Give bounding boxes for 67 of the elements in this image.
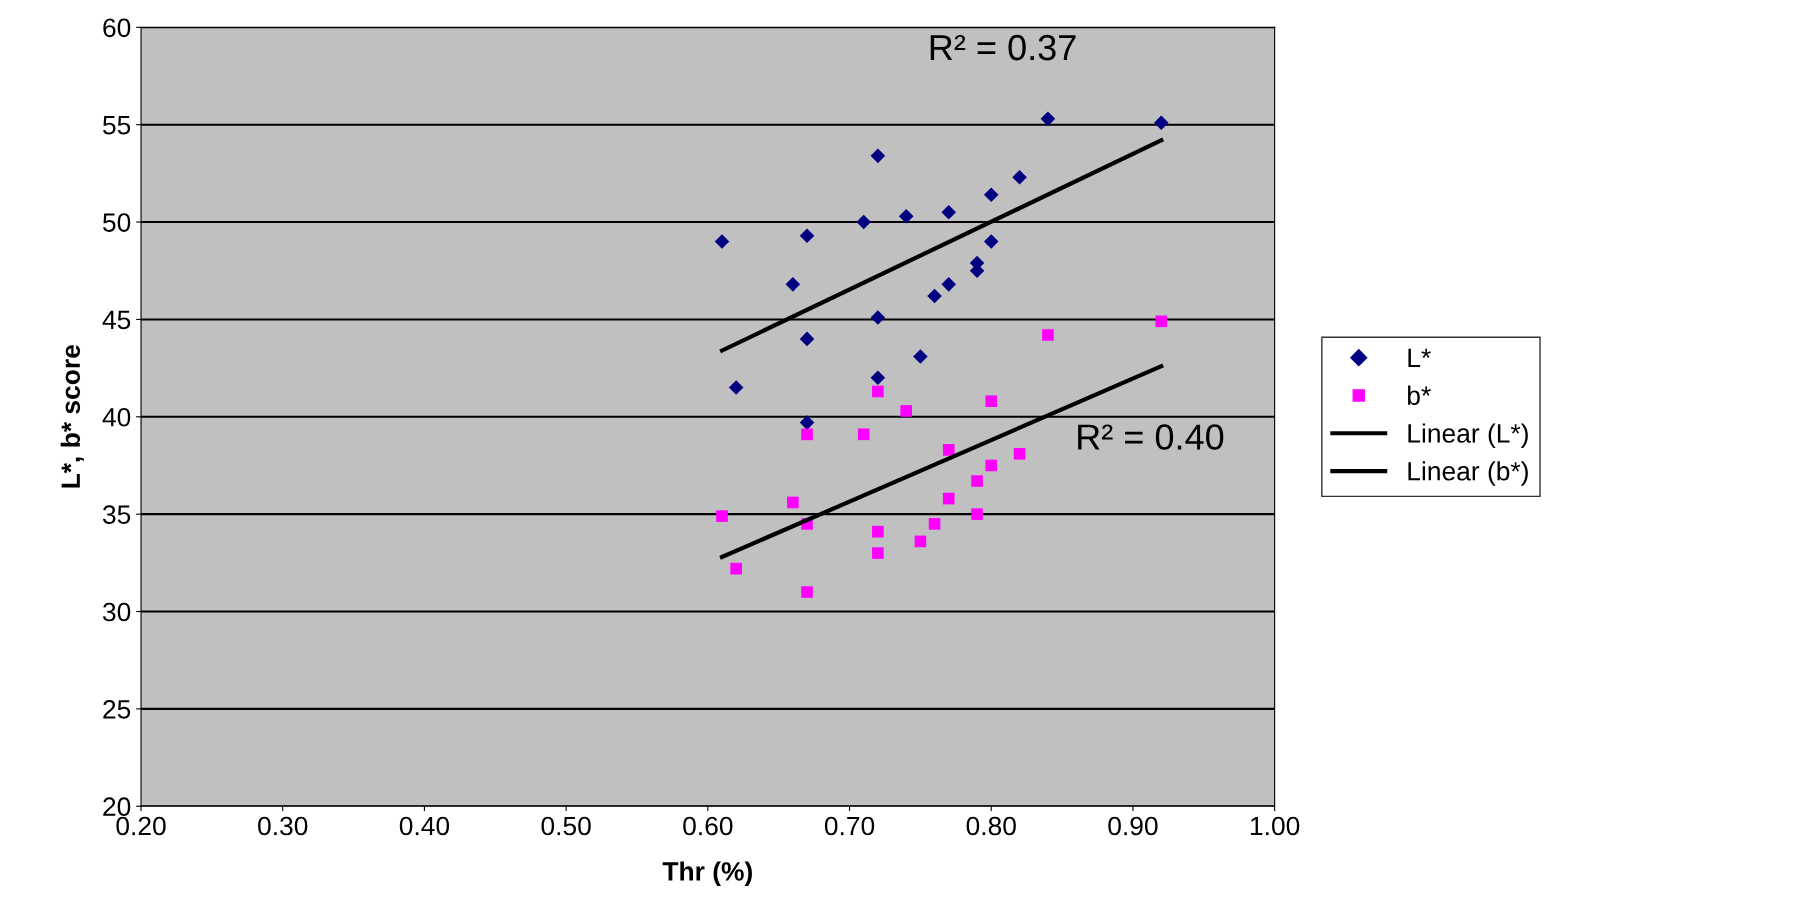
x-tick-label: 0.60: [683, 816, 733, 836]
legend-label: Linear (L*): [1408, 423, 1528, 448]
point: [870, 310, 886, 325]
x-tick-label: 0.80: [966, 816, 1016, 836]
point: [728, 380, 744, 395]
y-tick-label: 30: [102, 602, 131, 622]
y-tick-label: 40: [102, 407, 131, 427]
point: [1155, 315, 1168, 328]
legend-label: b*: [1407, 385, 1431, 405]
x-tick-label: 0.30: [258, 816, 308, 836]
point: [914, 535, 927, 548]
point: [872, 525, 884, 538]
point: [1153, 115, 1169, 131]
point: [985, 459, 998, 472]
point: [1013, 447, 1026, 460]
point: [870, 370, 886, 386]
point: [898, 208, 914, 224]
point: [799, 415, 815, 430]
x-tick-label: 0.40: [399, 816, 450, 836]
point: [983, 234, 999, 249]
point: [983, 187, 999, 203]
point: [985, 395, 998, 408]
point: [941, 277, 957, 292]
y-tick-label: 60: [103, 18, 131, 38]
y-tick-label: 55: [103, 116, 131, 135]
y-tick-label: 35: [102, 505, 131, 524]
y-tick-label: 25: [103, 700, 131, 719]
x-tick-label: 0.50: [541, 816, 591, 836]
point: [971, 508, 983, 520]
point: [730, 562, 742, 575]
point: [900, 405, 913, 417]
x-tick-label: 0.70: [824, 816, 875, 836]
point: [785, 277, 801, 292]
point: [787, 496, 799, 509]
point: [913, 349, 928, 364]
point: [799, 228, 815, 243]
point: [801, 428, 813, 441]
point: [872, 547, 884, 559]
y-axis-title: L*, b* score: [60, 345, 84, 488]
annotation: R² = 0.37: [930, 34, 1076, 61]
point: [870, 148, 886, 164]
x-tick-label: 0.90: [1108, 816, 1158, 836]
point: [1042, 329, 1054, 341]
y-tick-label: 50: [103, 213, 131, 232]
point: [928, 518, 941, 530]
x-axis-title: Thr (%): [662, 861, 752, 886]
point: [714, 234, 730, 249]
legend-label: Linear (b*): [1408, 461, 1528, 486]
point: [872, 385, 884, 398]
point: [942, 444, 955, 456]
point: [799, 331, 815, 347]
y-tick-label: 20: [103, 797, 131, 817]
point: [801, 586, 813, 598]
point: [1040, 111, 1056, 127]
point: [856, 214, 871, 230]
point: [971, 475, 983, 487]
point: [942, 492, 955, 505]
y-tick-label: 45: [102, 310, 131, 330]
point: [941, 205, 957, 220]
legend-label: L*: [1408, 348, 1431, 367]
x-tick-label: 0.20: [116, 816, 166, 836]
point: [716, 510, 728, 522]
point: [857, 428, 870, 441]
point: [1012, 169, 1027, 185]
x-tick-label: 1.00: [1250, 816, 1300, 836]
annotation: R² = 0.40: [1078, 424, 1224, 450]
point: [927, 288, 942, 304]
